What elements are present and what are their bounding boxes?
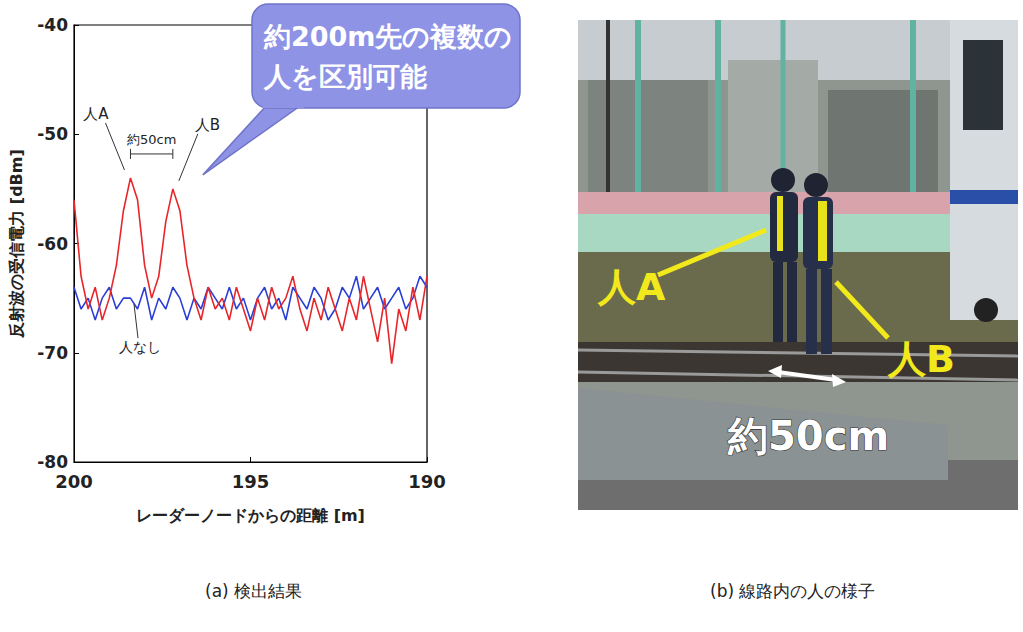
html-text:(a) 検出結果: (a) 検出結果	[205, 581, 303, 601]
svg-text:反射波の受信電力 [dBm]: 反射波の受信電力 [dBm]	[7, 149, 26, 339]
svg-text:人B: 人B	[887, 337, 955, 381]
svg-text:約50cm: 約50cm	[127, 132, 176, 147]
svg-text:人A: 人A	[83, 105, 109, 123]
svg-text:人B: 人B	[195, 116, 220, 134]
svg-text:-80: -80	[37, 452, 68, 472]
svg-text:-40: -40	[37, 15, 68, 35]
svg-text:200: 200	[55, 471, 93, 492]
svg-text:190: 190	[408, 471, 446, 492]
svg-text:レーダーノードからの距離 [m]: レーダーノードからの距離 [m]	[136, 506, 365, 525]
svg-text:約200m先の複数の: 約200m先の複数の	[263, 21, 513, 52]
svg-text:195: 195	[232, 471, 270, 492]
svg-text:-70: -70	[37, 343, 68, 363]
html-text:(b) 線路内の人の様子: (b) 線路内の人の様子	[710, 581, 876, 601]
svg-text:人を区別可能: 人を区別可能	[263, 61, 427, 92]
svg-text:-50: -50	[37, 124, 68, 144]
svg-text:人なし: 人なし	[119, 339, 161, 355]
svg-text:人A: 人A	[597, 265, 666, 309]
svg-text:約50cm: 約50cm	[727, 413, 889, 459]
svg-text:-60: -60	[37, 234, 68, 254]
